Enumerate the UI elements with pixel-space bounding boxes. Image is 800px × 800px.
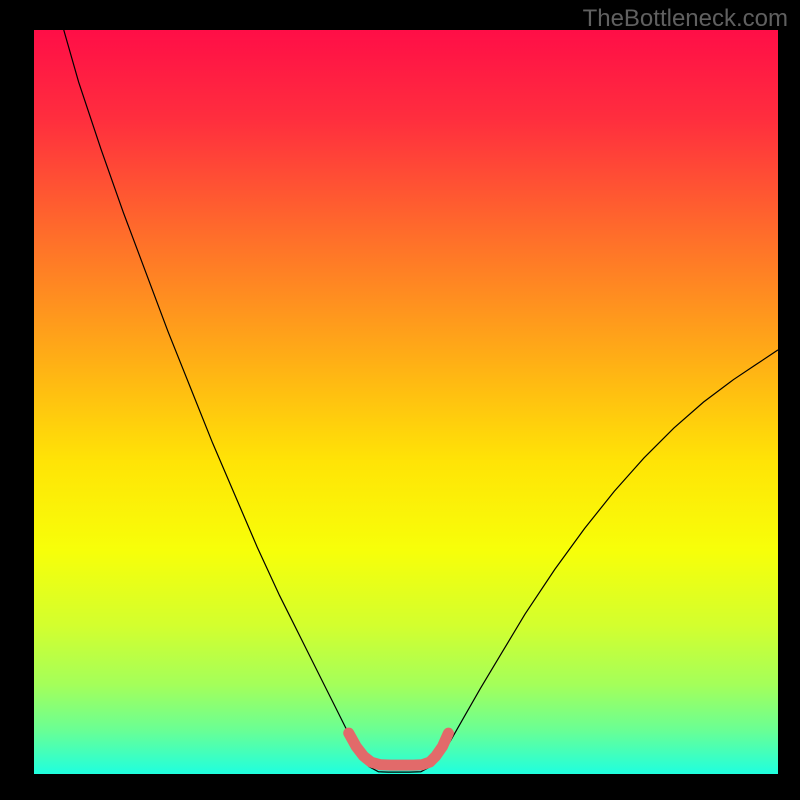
gradient-background [34,30,778,774]
watermark-text: TheBottleneck.com [583,5,788,33]
plot-area [34,30,778,774]
chart-frame: TheBottleneck.com [0,0,800,800]
plot-svg [34,30,778,774]
